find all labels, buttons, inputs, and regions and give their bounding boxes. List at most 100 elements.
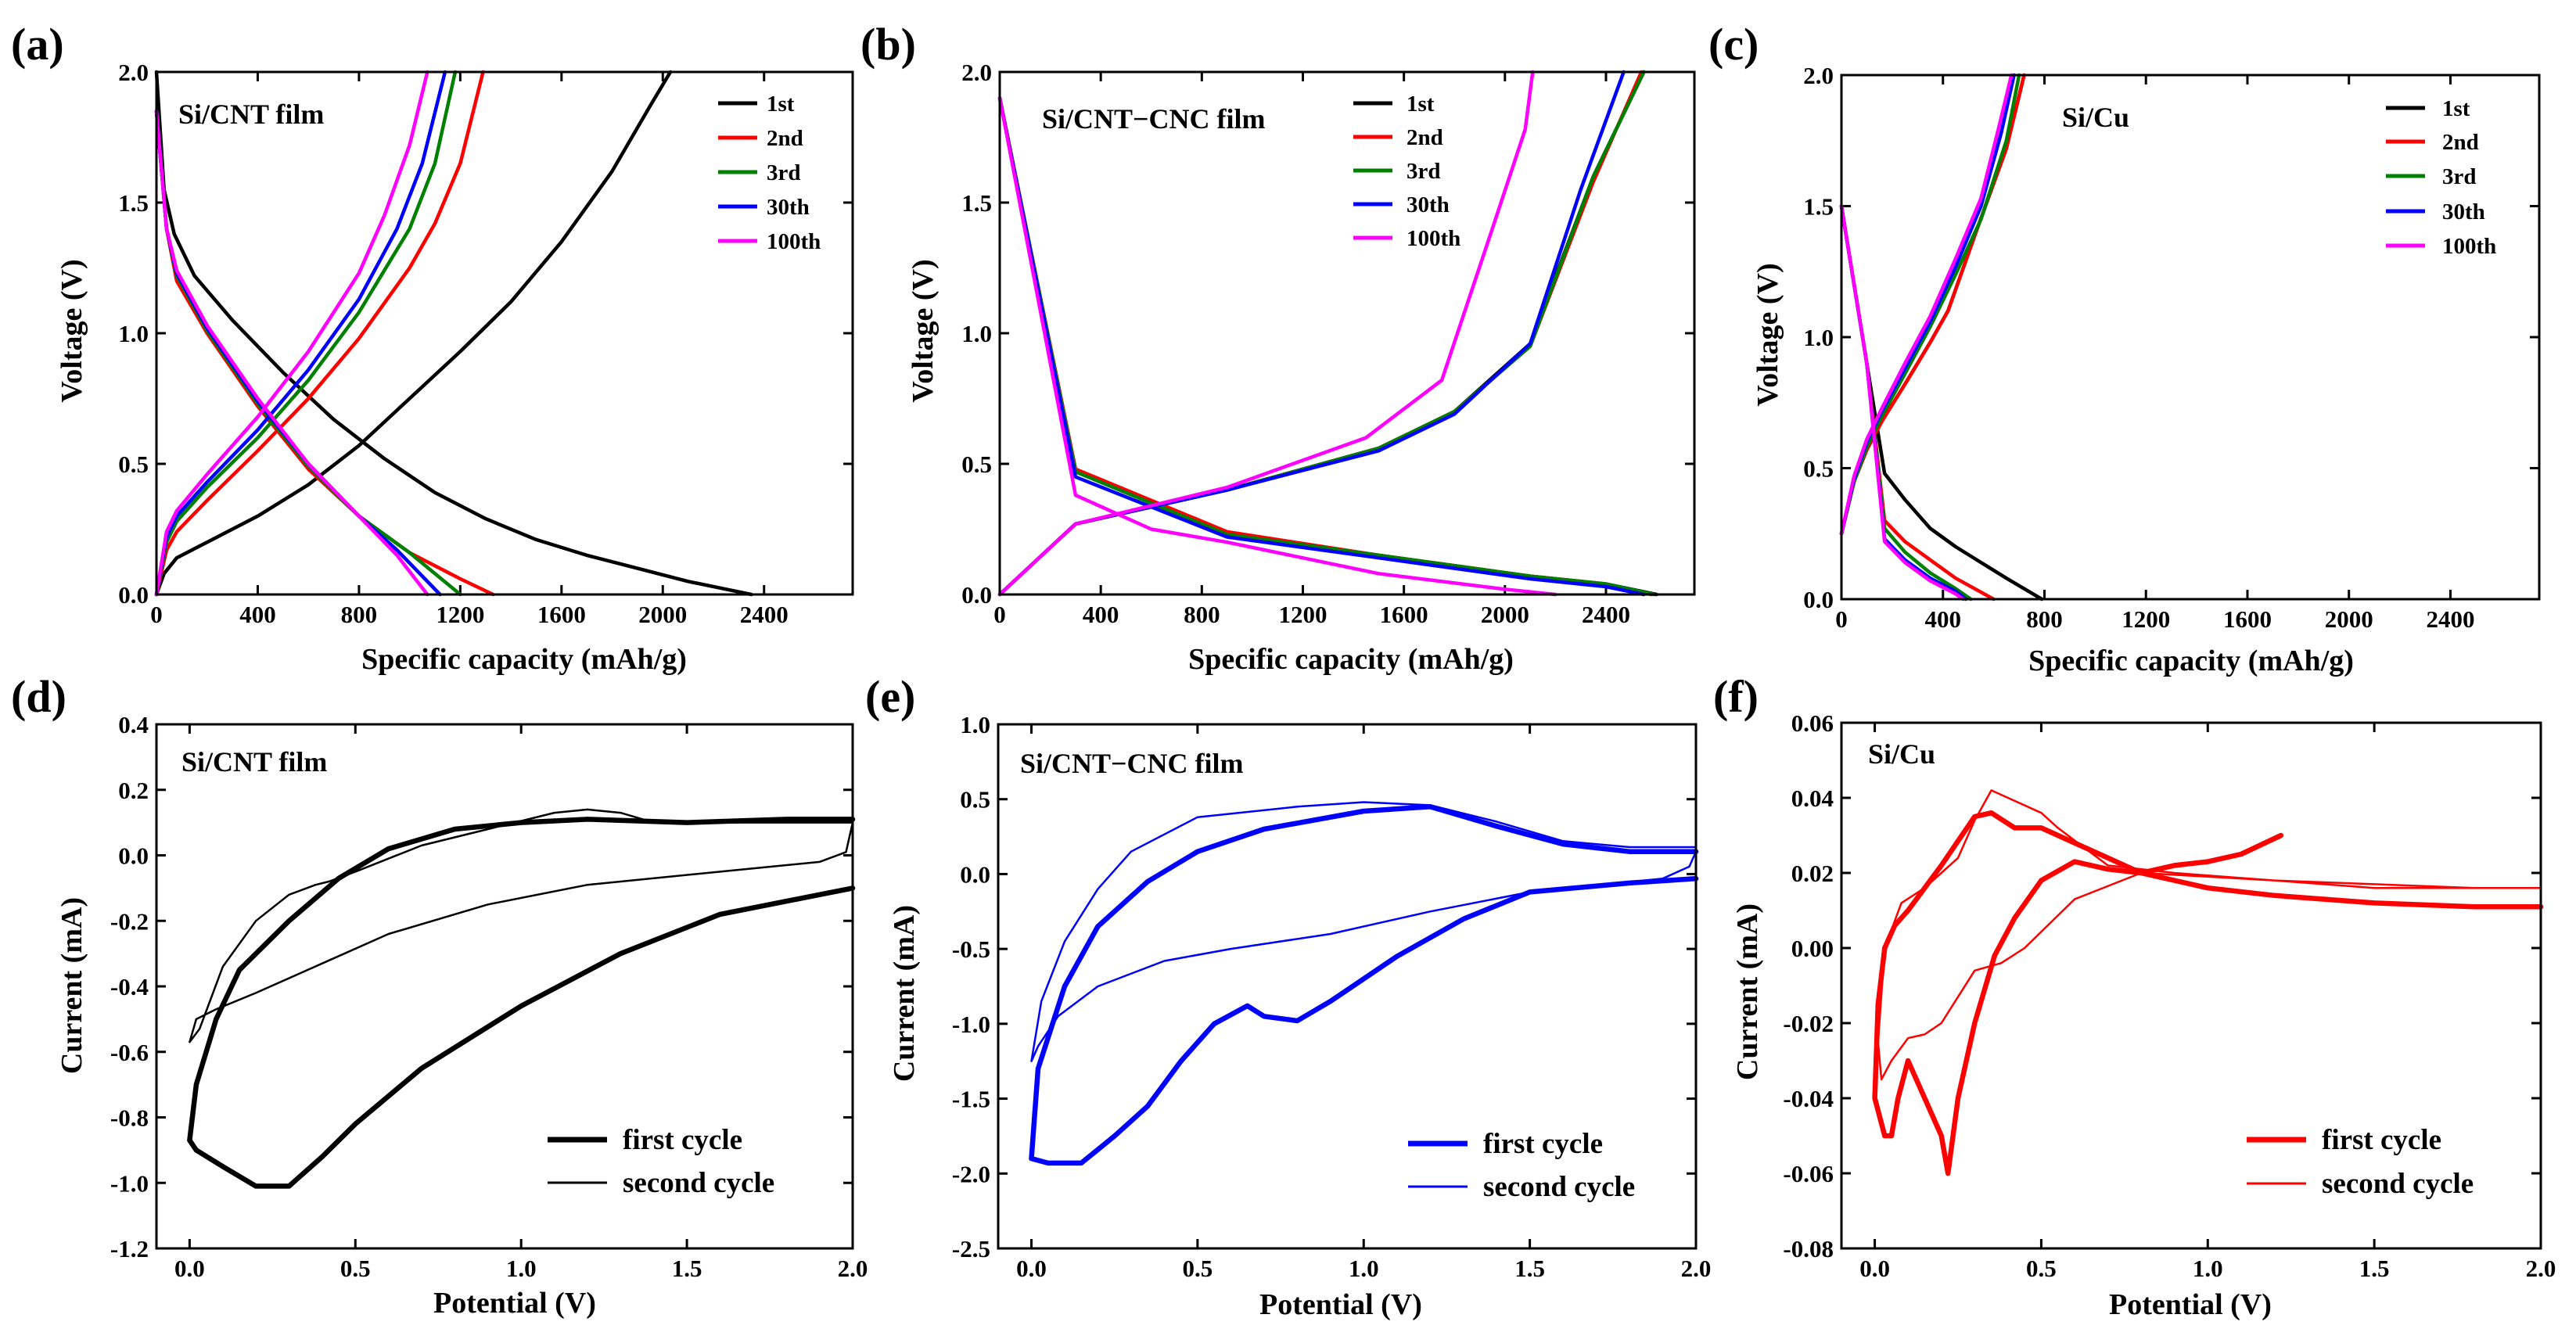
y-tick-label: -0.4 <box>110 973 149 1000</box>
x-tick-label: 2000 <box>2325 605 2373 633</box>
x-tick-label: 2.0 <box>1681 1255 1712 1282</box>
legend-label-1st: 1st <box>1407 92 1435 117</box>
panel-a-series <box>154 70 753 597</box>
panel-c-ylabel: Voltage (V) <box>1751 263 1784 406</box>
y-tick-label: 0.0 <box>118 842 149 870</box>
x-tick-label: 400 <box>1083 601 1119 628</box>
y-tick-label: -1.0 <box>952 1011 990 1038</box>
y-tick-label: -1.0 <box>110 1169 149 1197</box>
panel-a-label: (a) <box>11 19 64 70</box>
legend-label-first-cycle: first cycle <box>1483 1128 1603 1160</box>
panel-f-label: (f) <box>1713 671 1759 722</box>
panel-b-ticks: 0 400 800 1200 1600 2000 2400 0.0 0.5 1.0 1.5 2.0 <box>961 59 1694 628</box>
y-tick-label: 2.0 <box>118 59 149 86</box>
panel-d-label: (d) <box>11 671 66 722</box>
series-line-2nd <box>154 70 485 597</box>
x-tick-label: 400 <box>1924 605 1961 633</box>
panel-b-legend: 1st 2nd 3rd 30th 100th <box>1353 92 1460 251</box>
legend-label-3rd: 3rd <box>1407 159 1441 184</box>
series-line-100th <box>1839 73 2014 536</box>
series-line-100th <box>154 70 429 597</box>
y-tick-label: 0.5 <box>961 451 992 478</box>
legend-label-100th: 100th <box>1407 226 1460 251</box>
panel-b-series <box>997 70 1658 597</box>
y-tick-label: 1.5 <box>118 189 149 217</box>
series-line-second-cycle <box>1030 801 1698 1062</box>
y-tick-label: 0.0 <box>961 581 992 609</box>
y-tick-label: -0.6 <box>110 1039 149 1066</box>
x-tick-label: 800 <box>1184 601 1220 628</box>
panel-a-ticks: 0 400 800 1200 1600 2000 2400 0.0 0.5 1.0 1.5 2.0 <box>118 59 853 628</box>
panel-c-xlabel: Specific capacity (mAh/g) <box>2028 645 2354 677</box>
y-tick-label: 0.04 <box>1791 785 1834 812</box>
x-tick-label: 0.0 <box>1859 1255 1890 1282</box>
y-tick-label: 2.0 <box>961 59 992 86</box>
x-tick-label: 0 <box>150 601 163 628</box>
panel-f-title: Si/Cu <box>1868 738 1935 770</box>
series-line-1st <box>1839 204 2044 602</box>
series-line-30th <box>154 70 447 597</box>
x-tick-label: 1600 <box>2223 605 2272 633</box>
y-tick-label: 1.0 <box>960 711 990 738</box>
panel-d-series <box>187 808 856 1189</box>
x-tick-label: 1.5 <box>2359 1255 2390 1282</box>
y-tick-label: 0.2 <box>118 777 149 804</box>
series-line-100th <box>1839 204 1965 602</box>
x-tick-label: 0.5 <box>340 1255 371 1282</box>
x-tick-label: 1600 <box>537 601 586 628</box>
panel-a-xlabel: Specific capacity (mAh/g) <box>361 643 687 676</box>
panel-e-frame <box>997 723 1698 1250</box>
panel-e-cv-plot: (e) Si/CNT−CNC film Potential (V) Curren… <box>865 671 1711 1321</box>
y-tick-label: 0.5 <box>118 451 149 478</box>
x-tick-label: 1200 <box>1278 601 1327 628</box>
legend-label-30th: 30th <box>2442 199 2485 224</box>
panel-e-ticks: 0.0 0.5 1.0 1.5 2.0 -2.5 -2.0 -1.5 -1.0 -0.5 0.0 0.… <box>952 711 1711 1282</box>
panel-f-frame <box>1840 721 2542 1250</box>
series-line-1st <box>154 70 753 597</box>
panel-a-title: Si/CNT film <box>178 99 324 130</box>
series-line-100th <box>997 96 1557 597</box>
x-tick-label: 400 <box>239 601 276 628</box>
panel-b-capacity-plot: (b) Si/CNT−CNC film Specific capacity (m… <box>860 19 1696 676</box>
y-tick-label: 1.5 <box>1803 193 1834 221</box>
x-tick-label: 1.0 <box>2193 1255 2223 1282</box>
y-tick-label: -0.2 <box>110 907 149 935</box>
series-line-second-cycle <box>1877 789 2542 1081</box>
y-tick-label: 0.4 <box>118 711 149 738</box>
legend-label-1st: 1st <box>767 92 795 117</box>
panel-d-legend: first cycle second cycle <box>548 1124 774 1199</box>
legend-label-30th: 30th <box>767 195 810 220</box>
panel-e-series <box>1029 801 1699 1166</box>
y-tick-label: -0.08 <box>1783 1235 1834 1262</box>
x-tick-label: 2.0 <box>838 1255 868 1282</box>
x-tick-label: 1600 <box>1380 601 1428 628</box>
panel-e-xlabel: Potential (V) <box>1259 1288 1422 1321</box>
y-tick-label: -0.8 <box>110 1104 149 1132</box>
legend-label-second-cycle: second cycle <box>1483 1171 1635 1203</box>
series-line-100th <box>997 70 1535 597</box>
y-tick-label: -0.06 <box>1783 1160 1834 1187</box>
panel-b-label: (b) <box>860 19 916 70</box>
legend-label-second-cycle: second cycle <box>2322 1168 2474 1200</box>
legend-label-100th: 100th <box>2442 234 2496 259</box>
panel-f-ylabel: Current (mA) <box>1731 903 1764 1080</box>
x-tick-label: 0 <box>993 601 1006 628</box>
panel-e-ylabel: Current (mA) <box>888 905 921 1082</box>
panel-d-ticks: 0.0 0.5 1.0 1.5 2.0 -1.2 -1.0 -0.8 -0.6 -0.4 -0.2 0… <box>110 711 868 1282</box>
panel-d-xlabel: Potential (V) <box>433 1287 596 1320</box>
panel-f-series <box>1872 789 2544 1176</box>
panel-f-legend: first cycle second cycle <box>2247 1124 2474 1200</box>
legend-label-100th: 100th <box>767 229 821 254</box>
y-tick-label: -0.5 <box>952 936 990 963</box>
x-tick-label: 1.5 <box>1514 1255 1545 1282</box>
series-line-100th <box>154 109 429 597</box>
panel-b-frame <box>998 70 1696 596</box>
y-tick-label: 0.5 <box>1803 455 1834 483</box>
y-tick-label: 0.0 <box>1803 586 1834 613</box>
panel-b-ylabel: Voltage (V) <box>907 259 940 402</box>
y-tick-label: -0.04 <box>1783 1085 1834 1112</box>
panel-e-legend: first cycle second cycle <box>1408 1128 1635 1203</box>
x-tick-label: 1.0 <box>1349 1255 1379 1282</box>
panel-e-label: (e) <box>865 671 915 722</box>
legend-label-30th: 30th <box>1407 192 1450 217</box>
